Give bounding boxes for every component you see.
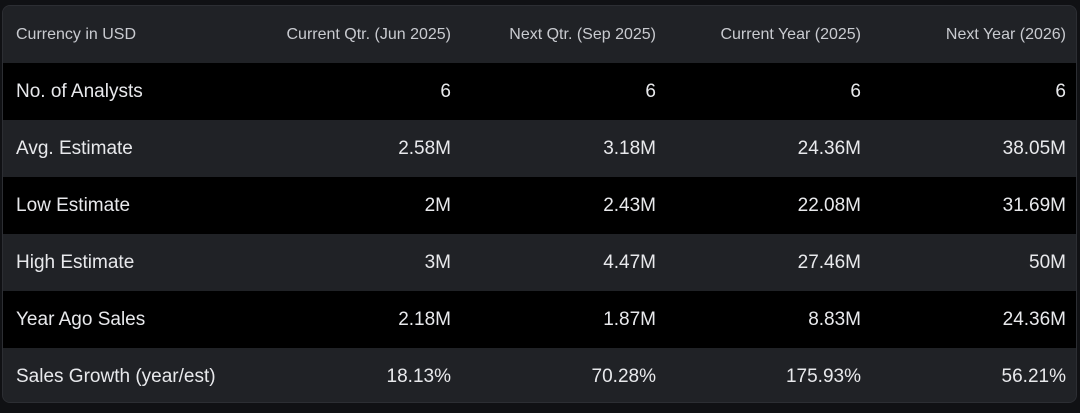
cell-value: 24.36M	[797, 137, 861, 159]
table-row: No. of Analysts 6 6 6 6	[3, 63, 1076, 120]
table-header-row: Currency in USD Current Qtr. (Jun 2025) …	[3, 6, 1076, 63]
row-label: Low Estimate	[16, 194, 131, 216]
row-label: High Estimate	[16, 251, 135, 273]
cell-value: 6	[440, 80, 451, 102]
cell-value: 2.58M	[398, 137, 451, 159]
cell-value: 175.93%	[785, 365, 861, 387]
cell-value: 22.08M	[797, 194, 861, 216]
table-row: Avg. Estimate 2.58M 3.18M 24.36M 38.05M	[3, 120, 1076, 177]
cell-value: 56.21%	[1001, 365, 1066, 387]
cell-value: 4.47M	[603, 251, 656, 273]
header-currency: Currency in USD	[16, 25, 137, 43]
cell-value: 24.36M	[1002, 308, 1066, 330]
cell-value: 6	[1055, 80, 1066, 102]
cell-value: 6	[645, 80, 656, 102]
table-row: High Estimate 3M 4.47M 27.46M 50M	[3, 234, 1076, 291]
cell-value: 31.69M	[1002, 194, 1066, 216]
cell-value: 1.87M	[603, 308, 656, 330]
cell-value: 50M	[1029, 251, 1066, 273]
header-current-year: Current Year (2025)	[720, 25, 861, 43]
cell-value: 2M	[424, 194, 451, 216]
cell-value: 27.46M	[797, 251, 861, 273]
header-current-qtr: Current Qtr. (Jun 2025)	[286, 25, 451, 43]
table-row: Sales Growth (year/est) 18.13% 70.28% 17…	[3, 348, 1076, 402]
cell-value: 18.13%	[386, 365, 451, 387]
table-row: Low Estimate 2M 2.43M 22.08M 31.69M	[3, 177, 1076, 234]
header-next-year: Next Year (2026)	[945, 25, 1066, 43]
cell-value: 2.43M	[603, 194, 656, 216]
cell-value: 3M	[424, 251, 451, 273]
estimates-table: Currency in USD Current Qtr. (Jun 2025) …	[3, 6, 1076, 402]
row-label: Sales Growth (year/est)	[16, 365, 216, 387]
cell-value: 8.83M	[808, 308, 861, 330]
row-label: Avg. Estimate	[16, 137, 133, 159]
cell-value: 2.18M	[398, 308, 451, 330]
cell-value: 38.05M	[1002, 137, 1066, 159]
revenue-estimate-table: Currency in USD Current Qtr. (Jun 2025) …	[2, 5, 1077, 403]
table-row: Year Ago Sales 2.18M 1.87M 8.83M 24.36M	[3, 291, 1076, 348]
cell-value: 6	[850, 80, 861, 102]
cell-value: 70.28%	[591, 365, 656, 387]
header-next-qtr: Next Qtr. (Sep 2025)	[509, 25, 656, 43]
row-label: Year Ago Sales	[16, 308, 146, 330]
cell-value: 3.18M	[603, 137, 656, 159]
row-label: No. of Analysts	[16, 80, 143, 102]
